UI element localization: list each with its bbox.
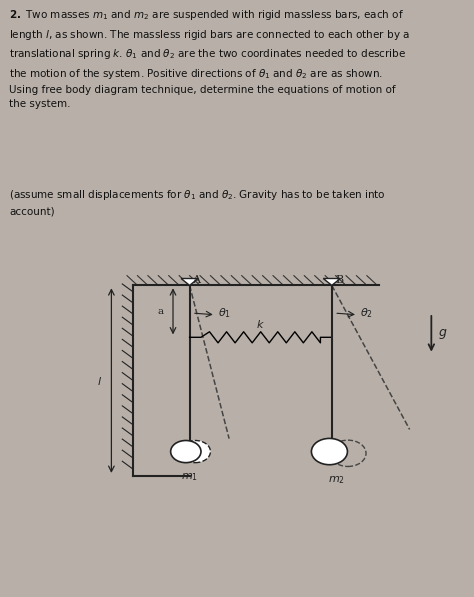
Text: A: A bbox=[192, 275, 200, 285]
Text: (assume small displacements for $\theta_1$ and $\theta_2$. Gravity has to be tak: (assume small displacements for $\theta_… bbox=[9, 188, 386, 217]
Text: $k$: $k$ bbox=[256, 318, 265, 330]
Polygon shape bbox=[323, 279, 340, 285]
Text: $\theta_2$: $\theta_2$ bbox=[360, 306, 373, 321]
Text: $g$: $g$ bbox=[438, 327, 448, 341]
Circle shape bbox=[171, 441, 201, 463]
Text: a: a bbox=[157, 307, 164, 316]
Text: $m_2$: $m_2$ bbox=[328, 474, 345, 486]
Circle shape bbox=[311, 438, 347, 464]
Text: $\mathbf{2.}$ Two masses $m_1$ and $m_2$ are suspended with rigid massless bars,: $\mathbf{2.}$ Two masses $m_1$ and $m_2$… bbox=[9, 8, 410, 109]
Text: $m_1$: $m_1$ bbox=[181, 472, 198, 484]
Text: $l$: $l$ bbox=[97, 374, 102, 387]
Text: B: B bbox=[336, 275, 344, 285]
Circle shape bbox=[180, 441, 210, 463]
Polygon shape bbox=[181, 279, 198, 285]
Text: $\theta_1$: $\theta_1$ bbox=[218, 306, 231, 321]
